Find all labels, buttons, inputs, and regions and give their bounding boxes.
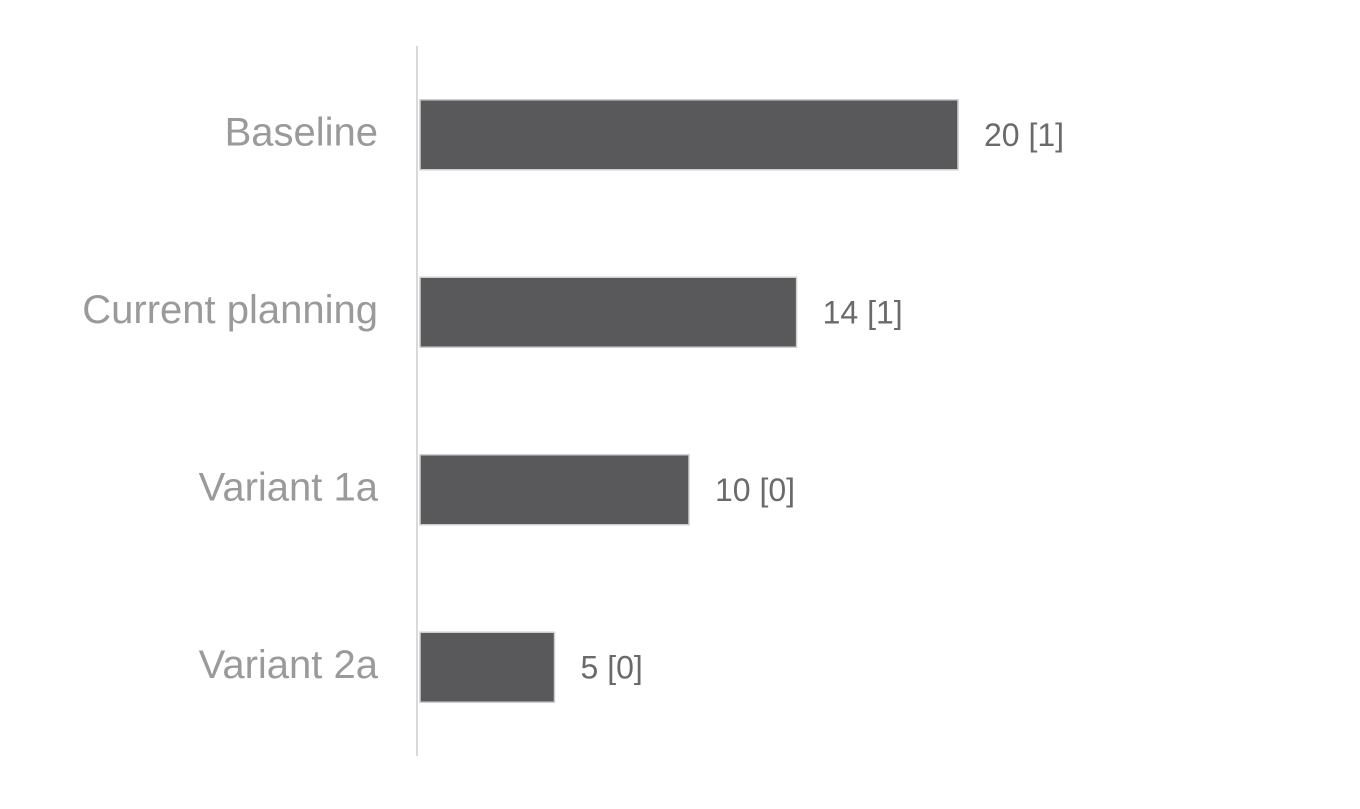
category-label: Current planning (82, 288, 378, 332)
bar (419, 276, 798, 348)
category-label: Baseline (225, 110, 378, 154)
category-label: Variant 2a (199, 643, 379, 687)
value-label: 10 [0] (715, 472, 795, 508)
bar (419, 454, 690, 526)
bar (419, 631, 556, 703)
category-label: Variant 1a (199, 465, 379, 509)
bar (419, 99, 959, 171)
value-label: 20 [1] (984, 117, 1064, 153)
value-label: 14 [1] (823, 295, 903, 331)
value-label: 5 [0] (581, 650, 643, 686)
